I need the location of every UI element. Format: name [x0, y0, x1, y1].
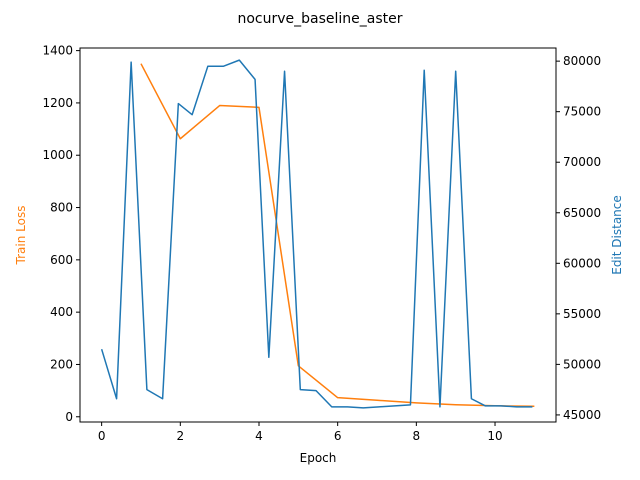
left-y-tick-label: 0	[65, 410, 73, 424]
left-axis-label: Train Loss	[14, 206, 28, 266]
right-axis-label: Edit Distance	[610, 195, 624, 275]
x-tick-label: 4	[255, 429, 263, 443]
x-axis-label: Epoch	[300, 451, 337, 465]
right-y-tick-label: 70000	[563, 155, 601, 169]
left-y-tick-label: 800	[50, 201, 73, 215]
x-tick-label: 2	[176, 429, 184, 443]
left-y-tick-label: 1400	[42, 44, 73, 58]
series-line-right	[100, 59, 533, 409]
left-y-tick-label: 200	[50, 357, 73, 371]
left-y-tick-label: 600	[50, 253, 73, 267]
right-y-tick-label: 60000	[563, 256, 601, 270]
series-line-left	[140, 63, 535, 408]
left-y-tick-label: 1200	[42, 96, 73, 110]
left-y-tick-label: 1000	[42, 148, 73, 162]
right-y-tick-label: 65000	[563, 206, 601, 220]
series-layer	[100, 59, 535, 409]
right-y-tick-label: 45000	[563, 408, 601, 422]
x-tick-label: 0	[98, 429, 106, 443]
x-tick-label: 10	[487, 429, 502, 443]
x-tick-label: 8	[413, 429, 421, 443]
ticks-layer: 0 2 4 6 8 10 0 200 400 600 800 1000 1200 1400 45000 500…	[42, 44, 601, 443]
right-y-tick-label: 75000	[563, 105, 601, 119]
right-y-tick-label: 80000	[563, 54, 601, 68]
right-y-tick-label: 55000	[563, 307, 601, 321]
plot-frame	[79, 47, 557, 423]
left-y-tick-label: 400	[50, 305, 73, 319]
right-y-tick-label: 50000	[563, 357, 601, 371]
chart-title: nocurve_baseline_aster	[237, 11, 402, 27]
x-tick-label: 6	[334, 429, 342, 443]
